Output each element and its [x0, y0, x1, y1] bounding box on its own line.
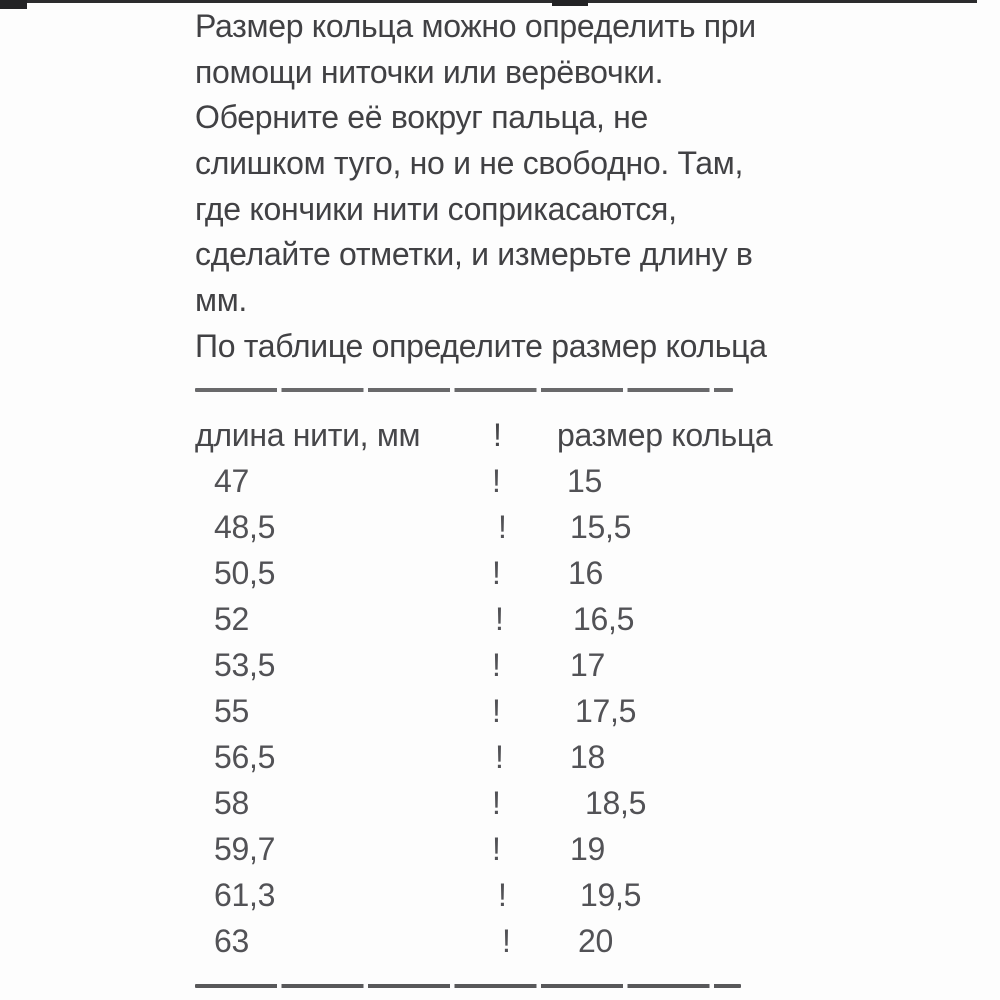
- table-row: 50,5 ! 16: [195, 555, 915, 601]
- ring-size-value: 19,5: [580, 877, 642, 913]
- table-header: длина нити, мм ! размер кольца: [195, 417, 915, 463]
- paragraph-line: помощи ниточки или верёвочки.: [195, 53, 664, 90]
- ring-size-value: 18: [570, 739, 605, 775]
- instructions-paragraph: Размер кольца можно определить при помощ…: [195, 4, 767, 370]
- thread-length-value: 59,7: [214, 831, 276, 867]
- paragraph-line: мм.: [195, 282, 247, 319]
- table-bottom-divider: [195, 984, 741, 988]
- ring-size-table: 47 ! 15 48,5 ! 15,5 50,5 ! 16 52 ! 16,5 …: [195, 463, 915, 969]
- table-row: 61,3 ! 19,5: [195, 877, 915, 923]
- thread-length-value: 50,5: [214, 555, 276, 591]
- paragraph-line: где кончики нити соприкасаются,: [195, 190, 677, 227]
- thread-length-column-header: длина нити, мм: [195, 417, 421, 453]
- thread-length-value: 52: [214, 601, 249, 637]
- column-separator-mark: !: [492, 463, 501, 499]
- ring-size-value: 17: [570, 647, 605, 683]
- column-separator-mark: !: [492, 693, 501, 729]
- thread-length-value: 61,3: [214, 877, 276, 913]
- column-separator-mark: !: [495, 739, 504, 775]
- table-row: 56,5 ! 18: [195, 739, 915, 785]
- ring-size-value: 17,5: [575, 693, 637, 729]
- column-separator-mark: !: [502, 923, 511, 959]
- table-row: 58 ! 18,5: [195, 785, 915, 831]
- thread-length-value: 53,5: [214, 647, 276, 683]
- table-row: 47 ! 15: [195, 463, 915, 509]
- thread-length-value: 56,5: [214, 739, 276, 775]
- column-separator-mark: !: [498, 877, 507, 913]
- ring-size-value: 16,5: [573, 601, 635, 637]
- column-separator-mark: !: [495, 601, 504, 637]
- paragraph-line: сделайте отметки, и измерьте длину в: [195, 236, 753, 273]
- table-row: 52 ! 16,5: [195, 601, 915, 647]
- paragraph-line: По таблице определите размер кольца: [195, 327, 767, 364]
- thread-length-value: 55: [214, 693, 249, 729]
- paragraph-line: Оберните её вокруг пальца, не: [195, 99, 649, 136]
- ring-size-value: 15,5: [570, 509, 632, 545]
- table-top-divider: [195, 388, 733, 392]
- ring-size-column-header: размер кольца: [557, 417, 773, 453]
- table-row: 53,5 ! 17: [195, 647, 915, 693]
- cropped-top-line-left-segment: [0, 0, 27, 9]
- ring-size-value: 16: [568, 555, 603, 591]
- column-separator-mark: !: [492, 785, 501, 821]
- column-separator-mark: !: [492, 647, 501, 683]
- thread-length-value: 48,5: [214, 509, 276, 545]
- ring-size-value: 15: [567, 463, 602, 499]
- thread-length-value: 58: [214, 785, 249, 821]
- table-row: 59,7 ! 19: [195, 831, 915, 877]
- ring-size-value: 20: [578, 923, 613, 959]
- cropped-top-line: [0, 0, 977, 9]
- column-separator-mark: !: [492, 831, 501, 867]
- column-separator-mark: !: [492, 555, 501, 591]
- header-column-separator: !: [493, 417, 502, 453]
- ring-size-value: 18,5: [585, 785, 647, 821]
- table-row: 63 ! 20: [195, 923, 915, 969]
- cropped-top-line-mid-segment: [552, 0, 588, 6]
- table-row: 55 ! 17,5: [195, 693, 915, 739]
- thread-length-value: 63: [214, 923, 249, 959]
- ring-size-value: 19: [570, 831, 605, 867]
- paragraph-line: Размер кольца можно определить при: [195, 8, 756, 44]
- paragraph-line: слишком туго, но и не свободно. Там,: [195, 145, 744, 182]
- thread-length-value: 47: [214, 463, 249, 499]
- table-row: 48,5 ! 15,5: [195, 509, 915, 555]
- column-separator-mark: !: [498, 509, 507, 545]
